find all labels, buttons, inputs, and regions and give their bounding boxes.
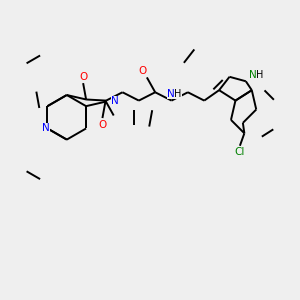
Text: N: N (249, 70, 256, 80)
Text: N: N (42, 124, 50, 134)
Text: N: N (111, 96, 119, 106)
Text: O: O (138, 67, 146, 76)
Text: O: O (98, 120, 106, 130)
Text: H: H (174, 89, 182, 99)
Text: H: H (256, 70, 264, 80)
Text: Cl: Cl (235, 147, 245, 157)
Text: N: N (167, 89, 175, 99)
Text: O: O (79, 72, 87, 82)
